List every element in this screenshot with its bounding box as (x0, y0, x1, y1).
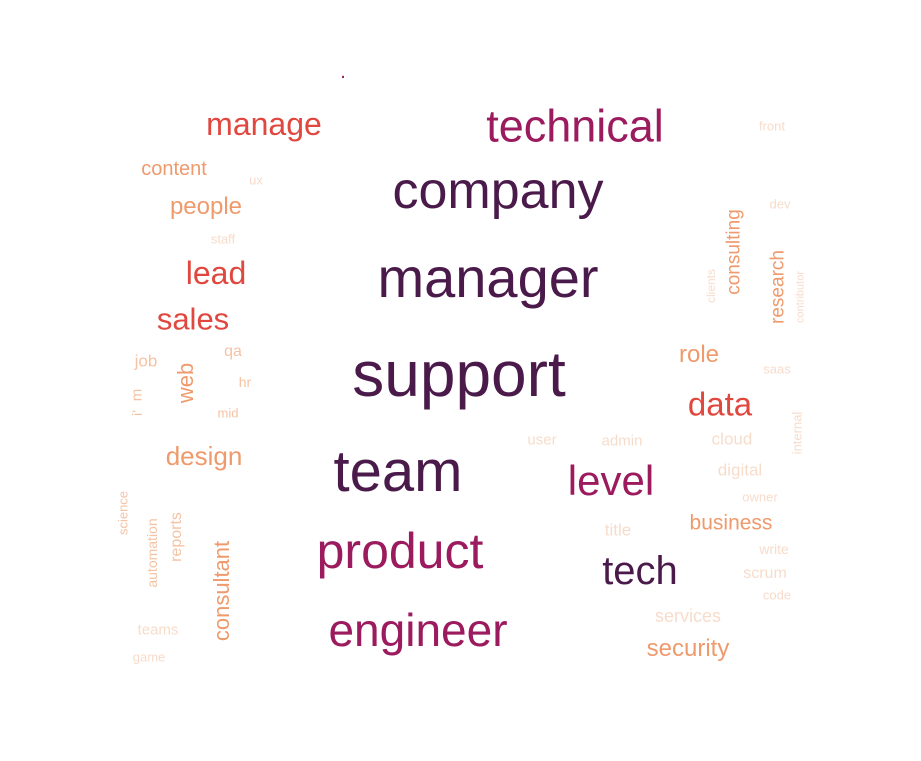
word-13: content (141, 158, 207, 180)
word-34: teams (137, 621, 179, 639)
word-46: front (758, 118, 786, 134)
word-3: team (333, 439, 463, 504)
word-17: consultant (209, 540, 234, 642)
word-47: dev (769, 196, 791, 212)
word-9: manage (206, 106, 322, 142)
word-28: hr (238, 374, 252, 390)
word-16: web (173, 362, 198, 404)
word-29: mid (217, 405, 239, 421)
word-5: product (316, 523, 484, 579)
word-2: company (392, 162, 604, 220)
word-39: digital (717, 460, 763, 480)
word-40: owner (742, 489, 778, 505)
word-43: scrum (743, 565, 787, 582)
word-31: i' (129, 410, 145, 416)
word-14: people (169, 193, 243, 220)
word-38: cloud (711, 429, 753, 449)
word-0: support (352, 338, 566, 410)
word-36: user (527, 431, 557, 449)
word-48: saas (763, 361, 791, 377)
word-49: clients (704, 268, 718, 304)
word-20: security (646, 635, 730, 662)
word-52: . (340, 61, 346, 83)
word-19: business (689, 511, 773, 535)
word-10: lead (185, 255, 247, 291)
word-45: services (654, 606, 722, 626)
word-12: data (687, 385, 753, 423)
word-22: research (767, 250, 789, 324)
word-15: design (165, 441, 243, 471)
word-8: tech (602, 549, 678, 593)
word-1: manager (377, 246, 599, 309)
word-37: admin (601, 432, 643, 450)
word-26: job (134, 351, 158, 371)
word-35: game (132, 649, 166, 665)
word-30: m (128, 388, 146, 402)
word-11: sales (156, 301, 230, 337)
word-23: reports (168, 512, 185, 562)
word-4: technical (486, 100, 664, 152)
word-50: contributor (794, 271, 807, 323)
word-42: write (759, 541, 789, 557)
word-33: staff (210, 231, 236, 247)
word-7: level (567, 457, 655, 504)
word-18: role (678, 341, 720, 368)
word-27: qa (224, 343, 242, 360)
word-44: code (762, 587, 792, 603)
word-51: internal (789, 411, 805, 455)
word-41: title (604, 520, 632, 540)
word-32: ux (249, 172, 263, 188)
word-24: automation (144, 518, 160, 588)
word-25: science (115, 490, 131, 536)
word-21: consulting (723, 209, 745, 295)
word-6: engineer (328, 604, 508, 656)
